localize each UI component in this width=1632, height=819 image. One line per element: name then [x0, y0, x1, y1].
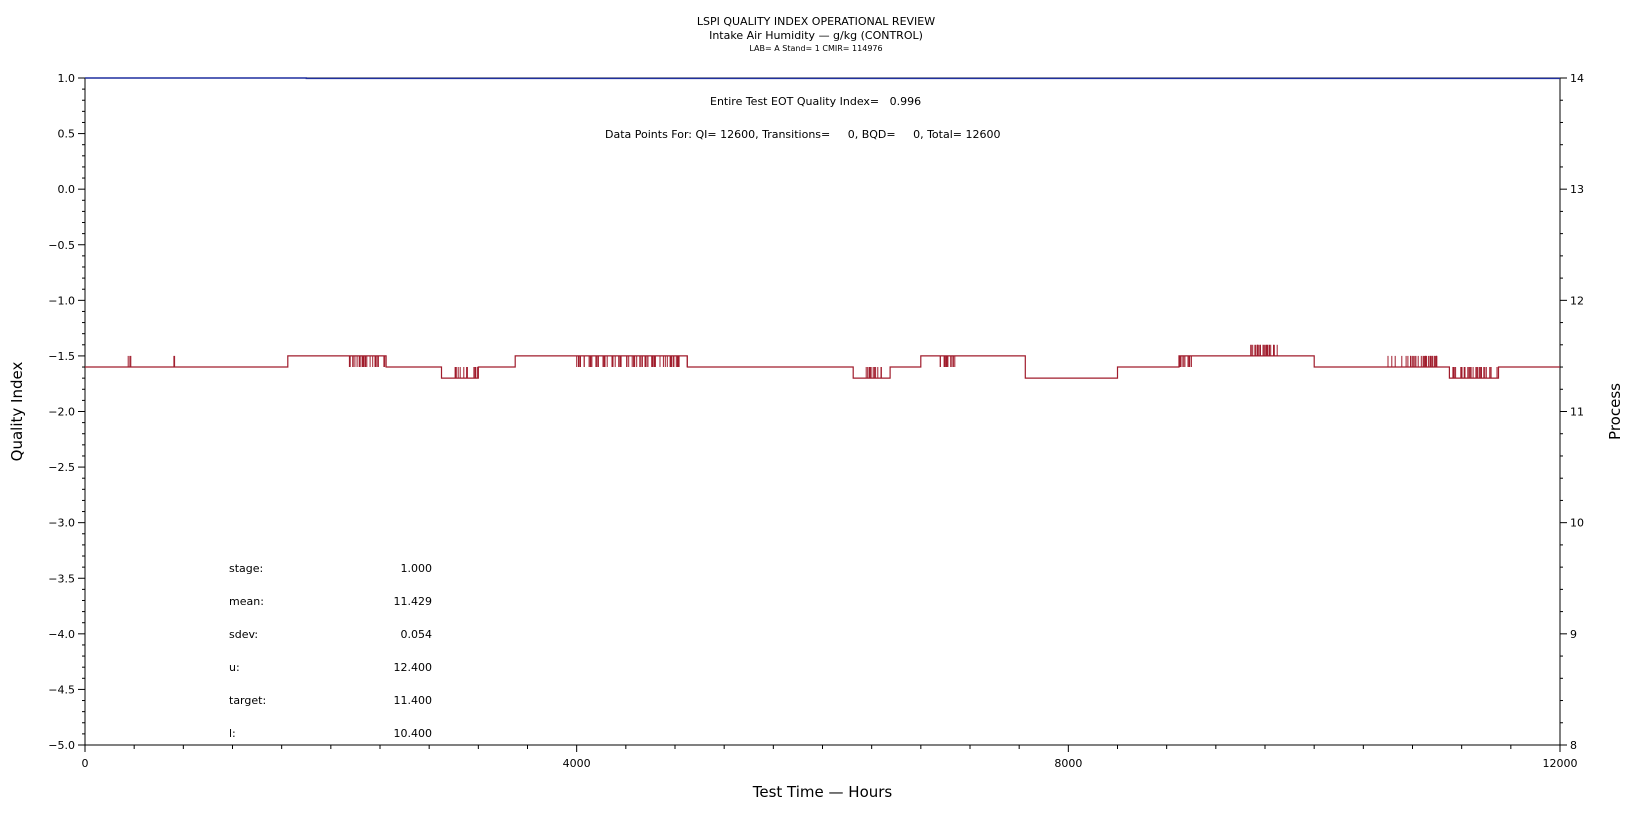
- x-tick-label: 12000: [1543, 757, 1578, 770]
- y-tick-label: 0.5: [58, 128, 76, 141]
- y-tick-label: −4.5: [48, 683, 75, 696]
- eot-quality-annotation: Entire Test EOT Quality Index= 0.996: [710, 95, 922, 108]
- stat-label: sdev:: [229, 628, 259, 641]
- stat-value: 11.400: [393, 694, 433, 707]
- y-axis-label: Quality Index: [8, 362, 26, 462]
- stat-label: u:: [229, 661, 240, 674]
- y-tick-label: −5.0: [48, 739, 75, 752]
- y-tick-label: −1.0: [48, 294, 75, 307]
- x-tick-label: 8000: [1054, 757, 1082, 770]
- y-tick-label: −0.5: [48, 239, 75, 252]
- stat-label: target:: [229, 694, 267, 707]
- chart-title: LSPI QUALITY INDEX OPERATIONAL REVIEW: [696, 15, 936, 28]
- stat-value: 1.000: [400, 562, 433, 575]
- process-spikes: [127, 344, 1498, 379]
- stat-value: 11.429: [393, 595, 433, 608]
- y2-tick-label: 12: [1570, 294, 1584, 307]
- y-tick-label: −3.0: [48, 517, 75, 530]
- y2-tick-label: 9: [1570, 628, 1577, 641]
- y2-axis-label: Process: [1606, 383, 1624, 440]
- y-tick-label: 1.0: [58, 72, 76, 85]
- y-tick-label: −1.5: [48, 350, 75, 363]
- x-tick-label: 4000: [563, 757, 591, 770]
- y-tick-label: −2.0: [48, 406, 75, 419]
- stat-label: mean:: [229, 595, 264, 608]
- stat-value: 0.054: [400, 628, 433, 641]
- y-tick-label: −2.5: [48, 461, 75, 474]
- stat-value: 10.400: [393, 727, 433, 740]
- y2-tick-label: 10: [1570, 517, 1584, 530]
- stat-label: stage:: [229, 562, 264, 575]
- x-tick-label: 0: [82, 757, 89, 770]
- plot-frame: [84, 77, 1561, 746]
- x-axis-label: Test Time — Hours: [752, 783, 893, 801]
- chart-subtitle-lab: LAB= A Stand= 1 CMIR= 114976: [749, 44, 883, 53]
- data-points-annotation: Data Points For: QI= 12600, Transitions=…: [605, 128, 1001, 141]
- y2-tick-label: 14: [1570, 72, 1584, 85]
- stat-value: 12.400: [393, 661, 433, 674]
- stat-label: l:: [229, 727, 236, 740]
- y-tick-label: −3.5: [48, 572, 75, 585]
- y2-tick-label: 8: [1570, 739, 1577, 752]
- y2-tick-label: 11: [1570, 406, 1584, 419]
- y-tick-label: −4.0: [48, 628, 75, 641]
- process-line: [85, 355, 1560, 379]
- y-tick-label: 0.0: [58, 183, 76, 196]
- y2-tick-label: 13: [1570, 183, 1584, 196]
- chart-subtitle: Intake Air Humidity — g/kg (CONTROL): [709, 29, 923, 42]
